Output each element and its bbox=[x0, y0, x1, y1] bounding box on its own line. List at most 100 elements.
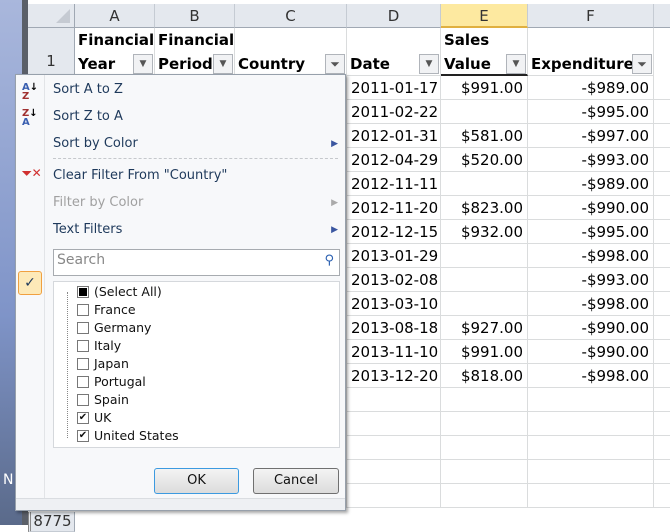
search-input[interactable]: Search ⚲ bbox=[53, 249, 340, 276]
table-cell[interactable]: -$989.00 bbox=[528, 76, 654, 100]
table-cell[interactable] bbox=[654, 436, 670, 460]
column-header-e[interactable]: E bbox=[441, 4, 528, 28]
filter-active-c[interactable]: ⏷ bbox=[325, 54, 345, 74]
filter-dropdown-e[interactable]: ▼ bbox=[506, 54, 526, 74]
filter-dropdown-d[interactable]: ▼ bbox=[419, 54, 439, 74]
menu-sort-z-to-a[interactable]: Sort Z to A bbox=[53, 109, 123, 124]
table-cell[interactable] bbox=[528, 484, 654, 508]
table-cell[interactable] bbox=[441, 244, 528, 268]
table-cell[interactable] bbox=[347, 412, 441, 436]
table-cell[interactable] bbox=[528, 436, 654, 460]
checkbox[interactable]: ✔ bbox=[77, 412, 89, 424]
table-cell[interactable] bbox=[654, 100, 670, 124]
table-cell[interactable]: $581.00 bbox=[441, 124, 528, 148]
menu-sort-by-color[interactable]: Sort by Color ▶ bbox=[53, 132, 338, 156]
resize-grip[interactable] bbox=[16, 498, 345, 510]
table-cell[interactable]: -$993.00 bbox=[528, 148, 654, 172]
table-cell[interactable] bbox=[654, 196, 670, 220]
row-header-last[interactable]: 8775 bbox=[28, 512, 75, 532]
checklist-item[interactable]: Portugal bbox=[77, 373, 146, 391]
table-cell[interactable]: -$997.00 bbox=[528, 124, 654, 148]
table-cell[interactable] bbox=[654, 268, 670, 292]
table-cell[interactable] bbox=[654, 340, 670, 364]
table-cell[interactable]: 2013-12-20 bbox=[347, 364, 441, 388]
table-cell[interactable] bbox=[347, 484, 441, 508]
checklist-item[interactable]: ✔ UK bbox=[77, 409, 111, 427]
table-cell[interactable]: 2012-11-11 bbox=[347, 172, 441, 196]
table-cell[interactable] bbox=[528, 412, 654, 436]
table-cell[interactable]: -$998.00 bbox=[528, 292, 654, 316]
table-cell[interactable] bbox=[347, 388, 441, 412]
table-cell[interactable]: $991.00 bbox=[441, 340, 528, 364]
checklist-item[interactable]: Japan bbox=[77, 355, 129, 373]
table-cell[interactable]: 2012-11-20 bbox=[347, 196, 441, 220]
table-cell[interactable] bbox=[441, 268, 528, 292]
table-cell[interactable]: -$998.00 bbox=[528, 244, 654, 268]
table-cell[interactable] bbox=[654, 316, 670, 340]
table-cell[interactable]: $823.00 bbox=[441, 196, 528, 220]
table-cell[interactable]: 2012-12-15 bbox=[347, 220, 441, 244]
table-cell[interactable]: -$998.00 bbox=[528, 364, 654, 388]
filter-dropdown-a[interactable]: ▼ bbox=[133, 54, 153, 74]
table-cell[interactable]: -$990.00 bbox=[528, 340, 654, 364]
checkbox[interactable] bbox=[77, 304, 89, 316]
menu-text-filters[interactable]: Text Filters ▶ bbox=[53, 218, 338, 242]
checklist-item[interactable]: Germany bbox=[77, 319, 151, 337]
table-cell[interactable] bbox=[441, 436, 528, 460]
table-cell[interactable]: $520.00 bbox=[441, 148, 528, 172]
table-cell[interactable]: 2011-02-22 bbox=[347, 100, 441, 124]
table-cell[interactable]: -$995.00 bbox=[528, 220, 654, 244]
table-cell[interactable] bbox=[441, 460, 528, 484]
table-cell[interactable]: -$989.00 bbox=[528, 172, 654, 196]
menu-clear-filter[interactable]: Clear Filter From "Country" bbox=[53, 168, 228, 183]
column-header-c[interactable]: C bbox=[235, 4, 347, 28]
checklist-item[interactable]: France bbox=[77, 301, 136, 319]
row-header-1[interactable]: 1 bbox=[28, 28, 75, 76]
table-cell[interactable] bbox=[654, 124, 670, 148]
filter-dropdown-b[interactable]: ▼ bbox=[213, 54, 233, 74]
table-cell[interactable] bbox=[654, 388, 670, 412]
table-cell[interactable]: 2013-02-08 bbox=[347, 268, 441, 292]
table-cell[interactable] bbox=[441, 292, 528, 316]
ok-button[interactable]: OK bbox=[154, 468, 239, 494]
checkbox[interactable] bbox=[77, 394, 89, 406]
column-header-f[interactable]: F bbox=[528, 4, 654, 28]
checklist-item[interactable]: Spain bbox=[77, 391, 129, 409]
table-cell[interactable] bbox=[441, 484, 528, 508]
checkbox[interactable] bbox=[77, 340, 89, 352]
table-cell[interactable]: 2013-03-10 bbox=[347, 292, 441, 316]
table-cell[interactable]: 2013-08-18 bbox=[347, 316, 441, 340]
cancel-button[interactable]: Cancel bbox=[253, 468, 339, 494]
table-cell[interactable] bbox=[654, 484, 670, 508]
table-cell[interactable] bbox=[441, 100, 528, 124]
table-cell[interactable]: 2012-01-31 bbox=[347, 124, 441, 148]
checklist-item[interactable]: ✔ United States bbox=[77, 427, 179, 445]
checkbox[interactable] bbox=[77, 322, 89, 334]
table-cell[interactable]: 2013-01-29 bbox=[347, 244, 441, 268]
table-cell[interactable] bbox=[347, 436, 441, 460]
checklist-item[interactable]: Italy bbox=[77, 337, 121, 355]
table-cell[interactable] bbox=[528, 388, 654, 412]
table-cell[interactable]: $991.00 bbox=[441, 76, 528, 100]
column-header-a[interactable]: A bbox=[75, 4, 155, 28]
column-header-g[interactable] bbox=[654, 4, 670, 28]
table-cell[interactable] bbox=[654, 364, 670, 388]
table-cell[interactable] bbox=[441, 172, 528, 196]
table-cell[interactable] bbox=[654, 412, 670, 436]
table-cell[interactable] bbox=[654, 292, 670, 316]
menu-sort-a-to-z[interactable]: Sort A to Z bbox=[53, 82, 123, 97]
checkbox[interactable] bbox=[77, 286, 89, 298]
table-cell[interactable] bbox=[654, 76, 670, 100]
select-all-corner[interactable] bbox=[28, 4, 75, 28]
table-cell[interactable]: $932.00 bbox=[441, 220, 528, 244]
table-cell[interactable]: -$995.00 bbox=[528, 100, 654, 124]
table-cell[interactable]: 2013-11-10 bbox=[347, 340, 441, 364]
table-cell[interactable]: 2011-01-17 bbox=[347, 76, 441, 100]
checklist-item[interactable]: (Select All) bbox=[77, 283, 162, 301]
table-cell[interactable]: $927.00 bbox=[441, 316, 528, 340]
table-cell[interactable] bbox=[654, 244, 670, 268]
checkbox[interactable] bbox=[77, 358, 89, 370]
table-cell[interactable]: -$990.00 bbox=[528, 316, 654, 340]
table-cell[interactable] bbox=[654, 148, 670, 172]
table-cell[interactable]: 2012-04-29 bbox=[347, 148, 441, 172]
